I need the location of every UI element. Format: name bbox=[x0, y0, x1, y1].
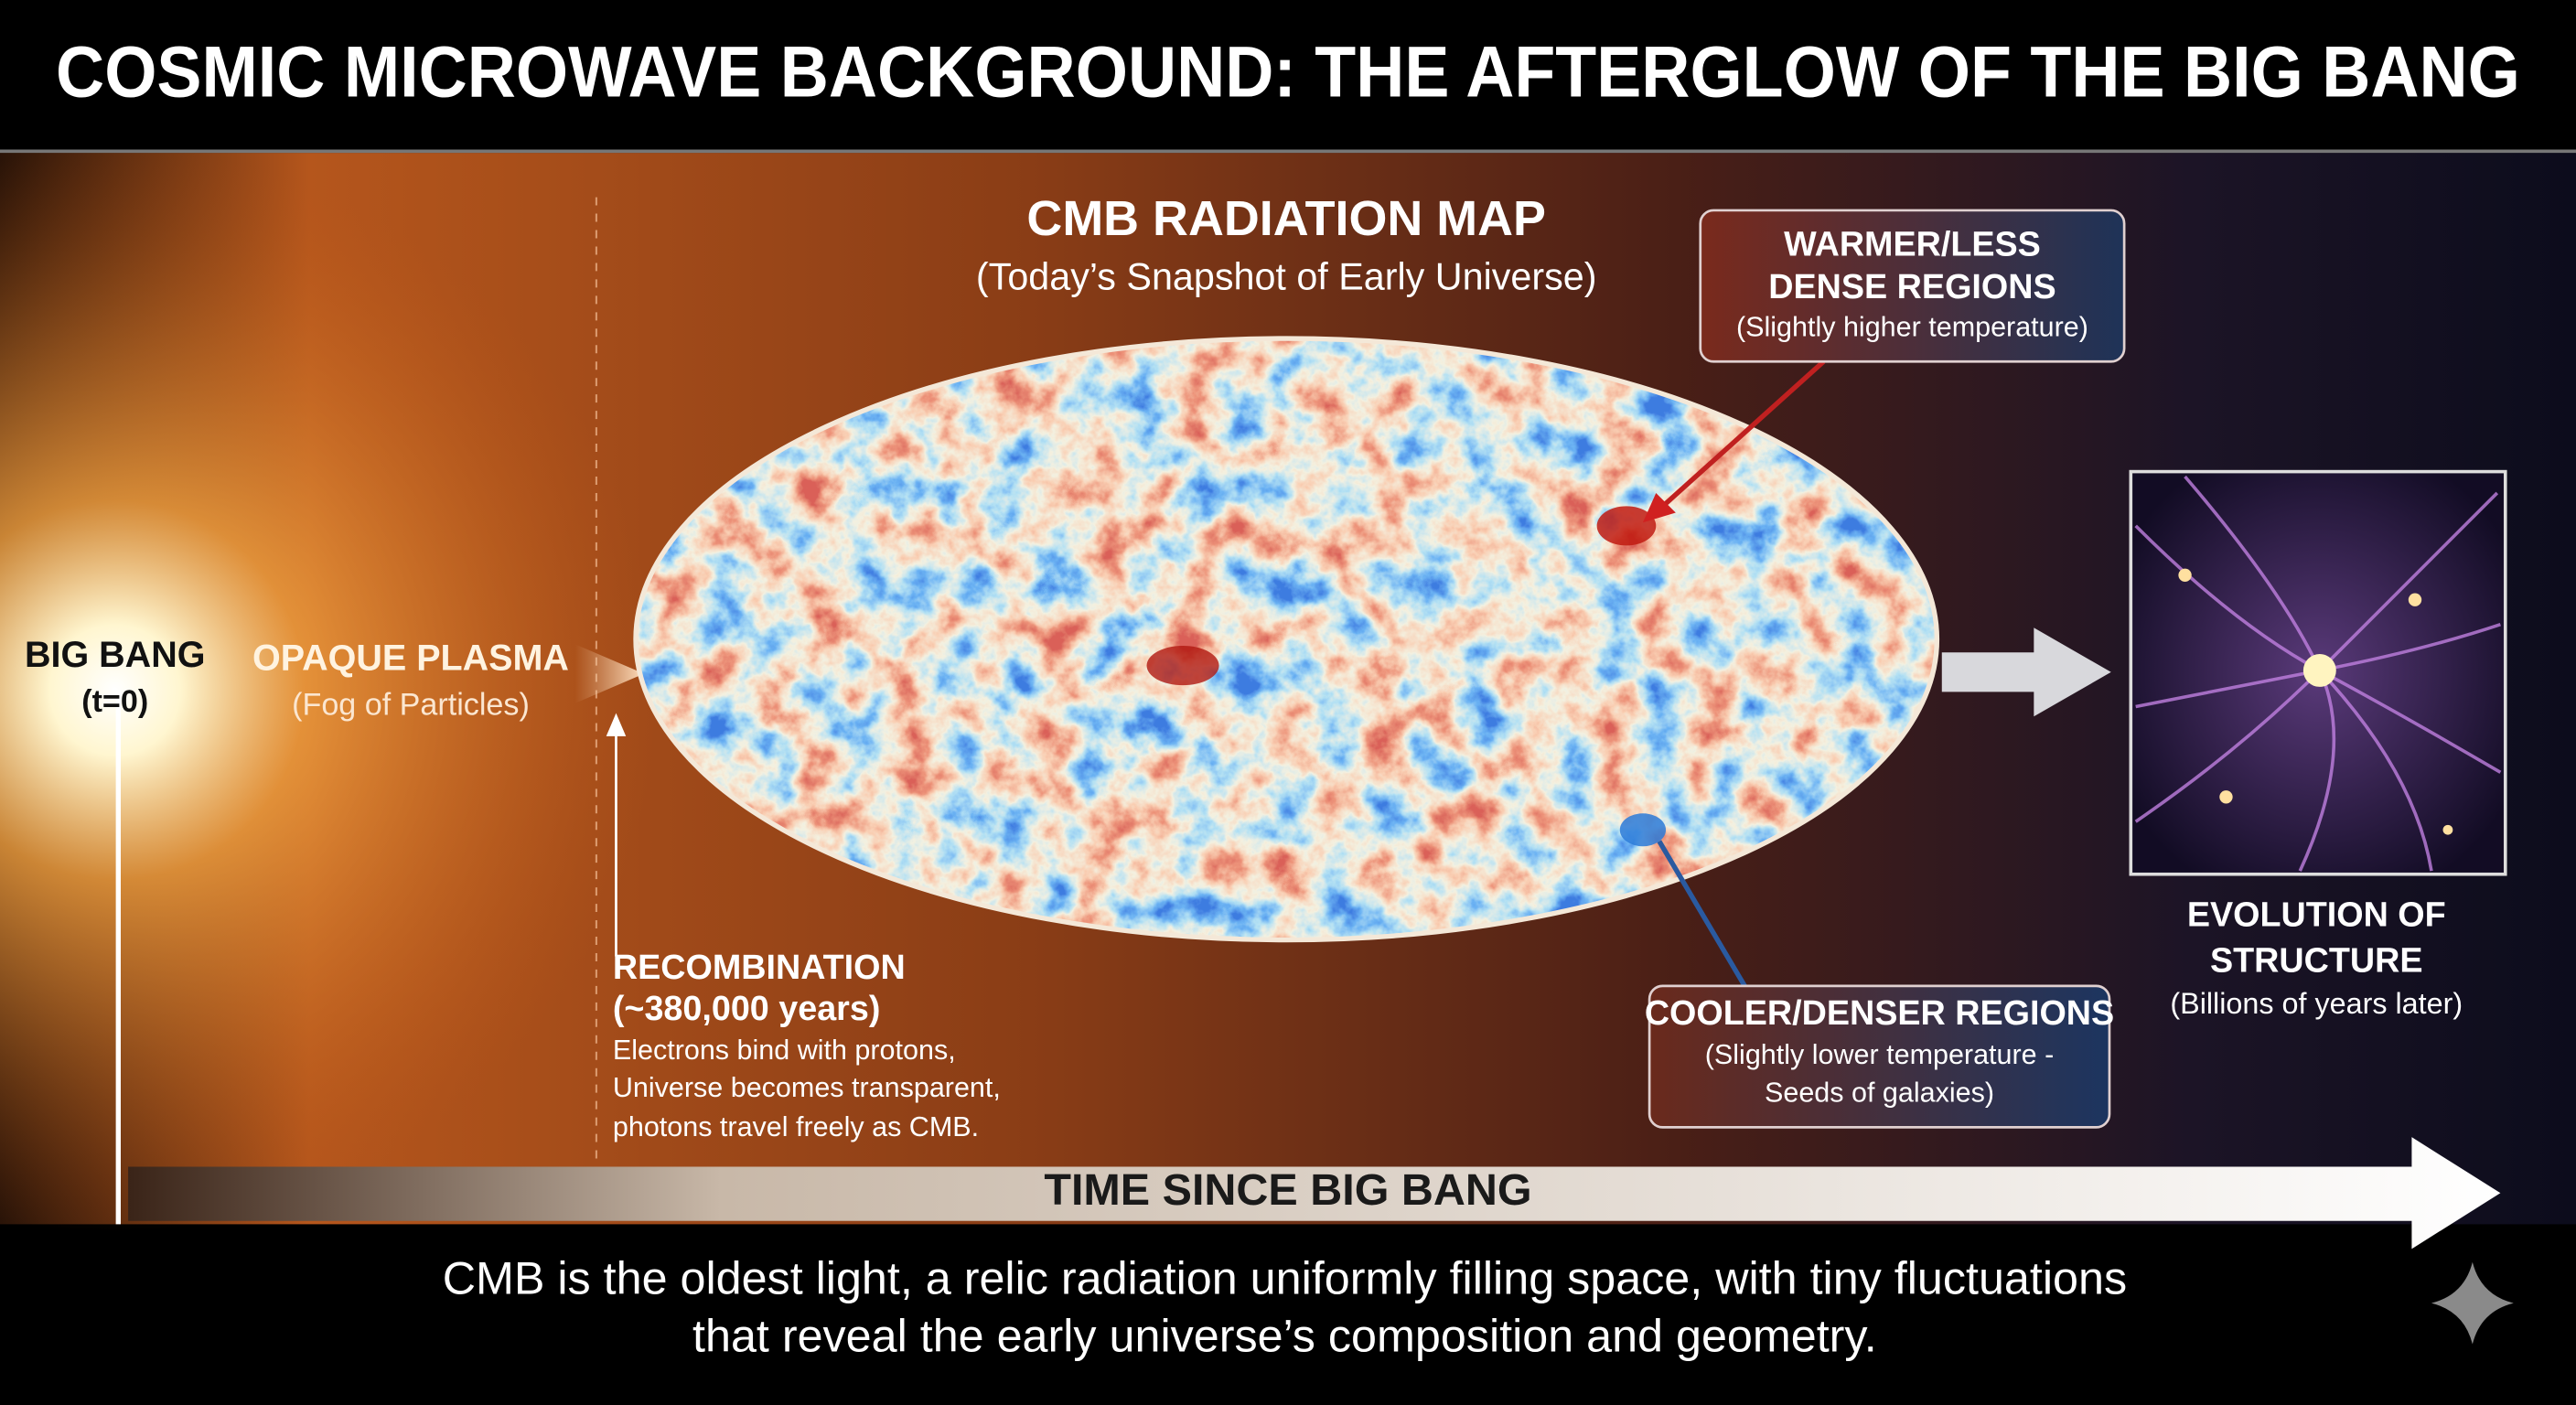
map-border bbox=[633, 336, 1940, 943]
warm-note: (Slightly higher temperature) bbox=[1736, 311, 2088, 342]
hot-spot bbox=[1146, 646, 1219, 686]
cool-note: (Slightly lower temperature - bbox=[1705, 1039, 2055, 1070]
footer-line: CMB is the oldest light, a relic radiati… bbox=[443, 1252, 2127, 1304]
footer-line: that reveal the early universe’s composi… bbox=[692, 1309, 1877, 1361]
galaxy bbox=[2442, 824, 2453, 835]
hot-spot bbox=[1596, 506, 1657, 546]
evolution-arrow bbox=[1941, 627, 2111, 717]
timeline-arrow bbox=[128, 1137, 2501, 1249]
structure-title: STRUCTURE bbox=[2210, 941, 2423, 980]
filament bbox=[2318, 669, 2433, 872]
cold-spot bbox=[1619, 813, 1667, 847]
recombination-line-text: photons travel freely as CMB. bbox=[613, 1111, 979, 1142]
cmb-texture bbox=[636, 338, 1937, 940]
plasma-note: (Fog of Particles) bbox=[292, 688, 530, 723]
structure-title: EVOLUTION OF bbox=[2187, 895, 2446, 933]
warm-pointer bbox=[1658, 359, 1826, 511]
warm-title: WARMER/LESS bbox=[1784, 224, 2041, 263]
map-subtitle: (Today’s Snapshot of Early Universe) bbox=[976, 255, 1597, 297]
plasma-label: OPAQUE PLASMA bbox=[252, 638, 569, 679]
cool-pointer bbox=[1657, 840, 1747, 988]
sparkle-icon bbox=[2431, 1261, 2514, 1345]
big-bang-note: (t=0) bbox=[81, 684, 148, 719]
galaxy bbox=[2178, 568, 2192, 582]
recombination-line-text: Universe becomes transparent, bbox=[613, 1072, 1001, 1103]
recombination-label: RECOMBINATION bbox=[613, 948, 906, 986]
warm-title: DENSE REGIONS bbox=[1768, 267, 2055, 306]
big-bang-label: BIG BANG bbox=[25, 635, 205, 675]
big-bang-glow bbox=[0, 147, 658, 1233]
map-title: CMB RADIATION MAP bbox=[1026, 191, 1546, 246]
cool-note: Seeds of galaxies) bbox=[1765, 1078, 1994, 1109]
plasma-cone bbox=[574, 644, 644, 703]
recombination-arrowhead bbox=[606, 713, 627, 736]
cool-callout bbox=[1648, 984, 2111, 1129]
recombination-line-text: Electrons bind with protons, bbox=[613, 1035, 956, 1066]
cmb-map bbox=[636, 338, 1937, 940]
galaxy bbox=[2408, 593, 2422, 606]
warm-pointer-head bbox=[1642, 492, 1676, 523]
structure-note: (Billions of years later) bbox=[2170, 987, 2463, 1020]
galaxy bbox=[2219, 790, 2233, 804]
galaxy-cluster bbox=[2302, 654, 2336, 687]
warm-callout bbox=[1699, 209, 2126, 363]
timeline-label: TIME SINCE BIG BANG bbox=[1044, 1165, 1531, 1215]
title: COSMIC MICROWAVE BACKGROUND: THE AFTERGL… bbox=[56, 30, 2520, 112]
cool-title: COOLER/DENSER REGIONS bbox=[1645, 993, 2114, 1032]
recombination-time: (~380,000 years) bbox=[613, 989, 881, 1027]
